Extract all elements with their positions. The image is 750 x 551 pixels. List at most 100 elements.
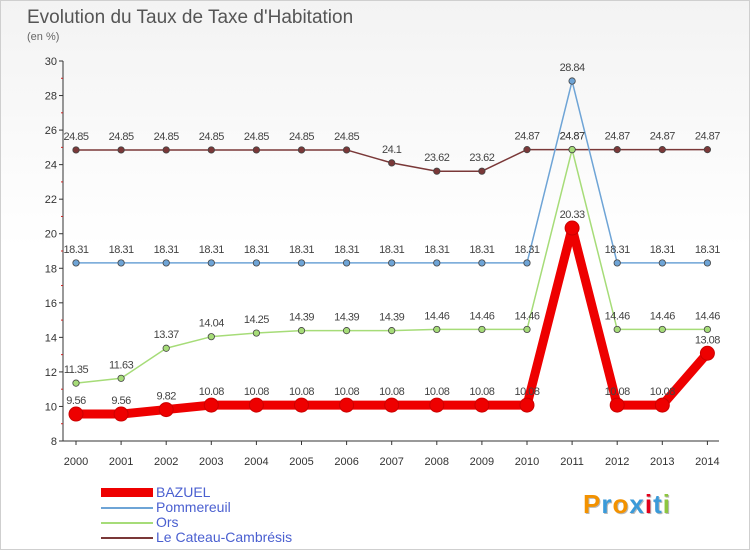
data-label-ors: 14.39 (379, 312, 404, 324)
data-label-ors: 14.46 (650, 310, 675, 322)
data-point-le-cateau-cambresis (703, 146, 712, 154)
chart-title: Evolution du Taux de Taxe d'Habitation (27, 7, 354, 28)
legend-label-ors: Ors (156, 514, 179, 530)
data-point-bazuel (474, 397, 490, 413)
data-label-ors: 14.46 (424, 310, 449, 322)
data-point-le-cateau-cambresis (658, 146, 666, 154)
data-label-ors: 14.04 (199, 318, 224, 330)
data-point-pommereuil (658, 259, 666, 267)
data-point-bazuel (564, 220, 580, 236)
data-point-le-cateau-cambresis (342, 146, 351, 154)
data-label-le-cateau-cambresis: 24.87 (650, 131, 675, 143)
data-point-bazuel (654, 397, 670, 413)
legend-item-le-cateau-cambresis: Le Cateau-Cambrésis (101, 530, 292, 545)
data-label-ors: 14.46 (605, 310, 630, 322)
data-label-bazuel: 13.08 (695, 334, 720, 346)
data-label-le-cateau-cambresis: 24.85 (334, 131, 359, 143)
data-point-ors (297, 327, 306, 335)
data-label-bazuel: 20.33 (560, 209, 585, 221)
data-point-le-cateau-cambresis (613, 146, 621, 154)
data-point-pommereuil (478, 259, 486, 267)
data-label-bazuel: 9.56 (66, 395, 86, 407)
x-tick-label: 2007 (379, 456, 403, 468)
data-point-ors (433, 325, 441, 334)
legend-swatch-pommereuil (101, 506, 153, 509)
data-label-ors: 11.63 (109, 359, 134, 371)
data-point-ors (72, 379, 80, 387)
data-label-ors: 11.35 (64, 364, 89, 376)
data-point-ors (613, 325, 621, 334)
data-point-bazuel (248, 397, 264, 413)
data-point-bazuel (113, 406, 129, 422)
data-label-le-cateau-cambresis: 24.85 (199, 131, 224, 143)
x-tick-label: 2012 (605, 456, 629, 468)
data-point-bazuel (294, 397, 309, 413)
data-point-pommereuil (388, 259, 396, 267)
x-tick-label: 2003 (199, 456, 223, 468)
data-point-ors (252, 329, 260, 337)
legend-swatch-le-cateau-cambresis (101, 536, 153, 539)
data-label-ors: 14.25 (244, 314, 269, 326)
data-point-bazuel (699, 345, 715, 361)
legend-label-le-cateau-cambresis: Le Cateau-Cambrésis (156, 529, 293, 545)
legend: BAZUEL Pommereuil Ors Le Cateau-Cambrési… (101, 485, 292, 545)
data-point-pommereuil (433, 259, 441, 267)
data-label-bazuel: 10.08 (424, 386, 449, 398)
y-tick-label: 28 (45, 91, 57, 103)
y-tick-label: 24 (45, 160, 57, 172)
data-point-ors (478, 325, 486, 334)
data-point-le-cateau-cambresis (252, 146, 260, 154)
data-point-pommereuil (568, 77, 576, 85)
data-point-bazuel (158, 402, 174, 418)
data-label-le-cateau-cambresis: 23.62 (469, 152, 494, 164)
y-tick-label: 14 (45, 332, 57, 344)
data-point-pommereuil (297, 259, 306, 267)
x-tick-label: 2004 (244, 456, 268, 468)
data-label-bazuel: 10.08 (379, 386, 404, 398)
data-label-ors: 14.39 (334, 312, 359, 324)
data-point-pommereuil (117, 259, 125, 267)
data-label-pommereuil: 18.31 (109, 244, 134, 256)
data-point-bazuel (68, 406, 84, 422)
data-label-ors: 14.46 (514, 310, 539, 322)
y-tick-label: 16 (45, 298, 57, 310)
data-label-bazuel: 9.82 (156, 391, 176, 403)
data-label-bazuel: 10.08 (334, 386, 359, 398)
data-label-pommereuil: 18.31 (605, 244, 630, 256)
data-label-bazuel: 10.08 (289, 386, 314, 398)
data-point-ors (342, 327, 351, 335)
data-label-pommereuil: 18.31 (469, 244, 494, 256)
data-point-pommereuil (342, 259, 351, 267)
data-label-ors: 24.87 (560, 131, 585, 143)
data-label-bazuel: 10.08 (605, 386, 630, 398)
legend-label-bazuel: BAZUEL (156, 484, 211, 500)
x-tick-label: 2001 (109, 456, 133, 468)
data-label-pommereuil: 28.84 (560, 62, 585, 74)
series-line-pommereuil (75, 80, 709, 264)
data-label-pommereuil: 18.31 (334, 244, 359, 256)
data-label-le-cateau-cambresis: 24.87 (560, 131, 585, 143)
data-label-bazuel: 10.08 (650, 386, 675, 398)
data-label-le-cateau-cambresis: 24.85 (154, 131, 179, 143)
data-label-ors: 14.46 (469, 310, 494, 322)
y-tick-label: 18 (45, 263, 57, 275)
data-label-bazuel: 10.08 (514, 386, 539, 398)
data-point-pommereuil (613, 259, 621, 267)
data-point-le-cateau-cambresis (162, 146, 170, 154)
data-point-pommereuil (523, 259, 531, 267)
data-label-pommereuil: 18.31 (695, 244, 720, 256)
data-point-ors (117, 374, 125, 382)
data-point-bazuel (339, 397, 355, 413)
x-tick-label: 2014 (695, 456, 719, 468)
data-label-le-cateau-cambresis: 24.87 (695, 131, 720, 143)
data-point-ors (207, 333, 215, 341)
data-label-pommereuil: 18.31 (244, 244, 269, 256)
data-point-bazuel (609, 397, 625, 413)
data-label-bazuel: 9.56 (111, 395, 131, 407)
data-label-pommereuil: 18.31 (650, 244, 675, 256)
legend-swatch-ors (101, 521, 153, 524)
x-tick-label: 2000 (64, 456, 88, 468)
data-label-bazuel: 10.08 (469, 386, 494, 398)
y-tick-label: 26 (45, 125, 57, 137)
